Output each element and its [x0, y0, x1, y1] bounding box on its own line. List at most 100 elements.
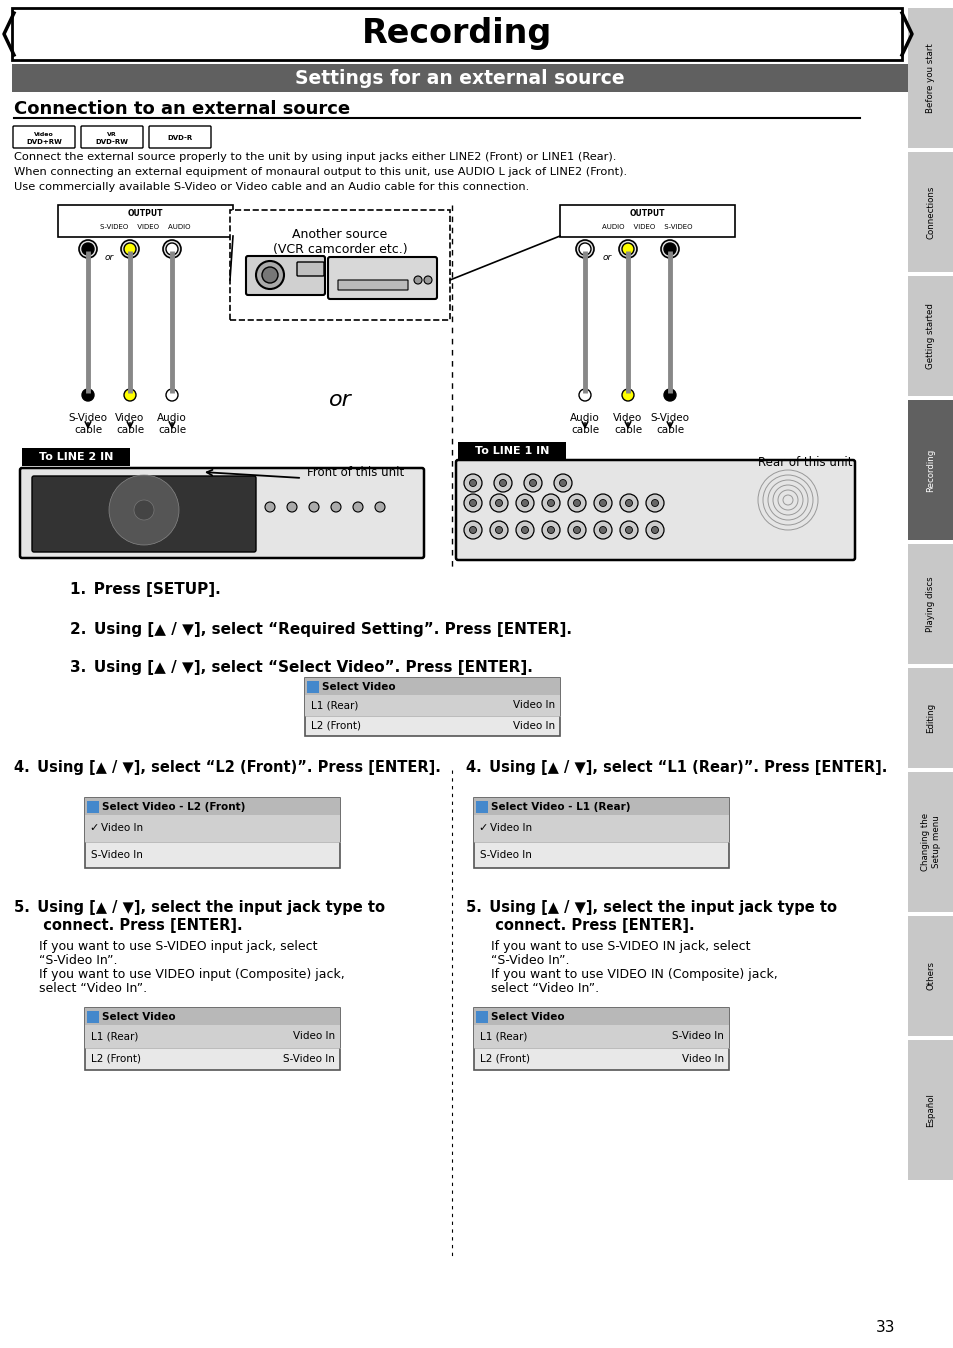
Circle shape	[578, 243, 590, 255]
Circle shape	[353, 501, 363, 512]
Text: Connections: Connections	[925, 185, 935, 239]
Text: 3. Using [▲ / ▼], select “Select Video”. Press [ENTER].: 3. Using [▲ / ▼], select “Select Video”.…	[70, 661, 533, 675]
Text: S-Video In: S-Video In	[672, 1031, 723, 1041]
Circle shape	[621, 243, 634, 255]
Circle shape	[516, 493, 534, 512]
Circle shape	[126, 245, 133, 253]
FancyBboxPatch shape	[81, 125, 143, 148]
Text: Select Video - L2 (Front): Select Video - L2 (Front)	[102, 802, 245, 811]
Circle shape	[663, 243, 676, 255]
Circle shape	[578, 390, 590, 400]
Text: Settings for an external source: Settings for an external source	[294, 69, 624, 88]
FancyBboxPatch shape	[149, 125, 211, 148]
Bar	[476, 1011, 488, 1023]
Circle shape	[463, 520, 481, 539]
Text: L2 (Front): L2 (Front)	[311, 721, 360, 731]
FancyBboxPatch shape	[328, 257, 436, 299]
Text: Video
cable: Video cable	[115, 412, 145, 434]
FancyBboxPatch shape	[32, 476, 255, 551]
Text: Audio
cable: Audio cable	[157, 412, 187, 434]
Circle shape	[619, 493, 638, 512]
Text: 33: 33	[875, 1320, 894, 1335]
Text: S-Video In: S-Video In	[283, 1054, 335, 1064]
FancyBboxPatch shape	[246, 256, 325, 295]
Text: 2. Using [▲ / ▼], select “Required Setting”. Press [ENTER].: 2. Using [▲ / ▼], select “Required Setti…	[70, 621, 572, 638]
Text: “S-Video In”.: “S-Video In”.	[14, 954, 117, 967]
Bar	[85, 798, 339, 868]
Circle shape	[516, 520, 534, 539]
Text: Before you start: Before you start	[925, 43, 935, 113]
Bar	[87, 1011, 99, 1023]
Text: Another source
(VCR camcorder etc.): Another source (VCR camcorder etc.)	[273, 228, 407, 256]
Bar	[457, 442, 565, 460]
Circle shape	[121, 240, 139, 257]
Text: Connect the external source properly to the unit by using input jacks either LIN: Connect the external source properly to …	[14, 152, 616, 162]
Text: VR: VR	[107, 132, 117, 136]
Circle shape	[331, 501, 340, 512]
Circle shape	[82, 390, 94, 400]
Circle shape	[619, 520, 638, 539]
Circle shape	[625, 527, 632, 534]
Circle shape	[463, 474, 481, 492]
Circle shape	[567, 493, 585, 512]
Circle shape	[490, 493, 507, 512]
Circle shape	[494, 474, 512, 492]
Circle shape	[166, 390, 178, 400]
FancyBboxPatch shape	[907, 917, 953, 1037]
Text: If you want to use S-VIDEO IN jack, select: If you want to use S-VIDEO IN jack, sele…	[465, 940, 750, 953]
Bar	[305, 678, 559, 736]
Bar	[474, 816, 728, 841]
Circle shape	[541, 520, 559, 539]
Circle shape	[523, 474, 541, 492]
FancyBboxPatch shape	[907, 772, 953, 913]
Circle shape	[665, 245, 673, 253]
Circle shape	[82, 243, 94, 255]
FancyBboxPatch shape	[907, 152, 953, 272]
Text: Video In: Video In	[513, 700, 555, 710]
Circle shape	[594, 493, 612, 512]
Bar	[474, 1008, 728, 1070]
Circle shape	[663, 390, 676, 400]
Circle shape	[423, 276, 432, 284]
FancyBboxPatch shape	[907, 669, 953, 768]
FancyBboxPatch shape	[58, 205, 233, 237]
Circle shape	[651, 527, 658, 534]
Bar	[474, 1008, 728, 1024]
Circle shape	[309, 501, 318, 512]
Bar	[307, 681, 318, 693]
Text: If you want to use VIDEO input (Composite) jack,: If you want to use VIDEO input (Composit…	[14, 968, 344, 981]
Text: Editing: Editing	[925, 702, 935, 733]
Text: When connecting an external equipment of monaural output to this unit, use AUDIO: When connecting an external equipment of…	[14, 167, 626, 177]
FancyBboxPatch shape	[907, 8, 953, 148]
Circle shape	[124, 243, 136, 255]
Text: select “Video In”.: select “Video In”.	[14, 981, 147, 995]
Text: Video In: Video In	[490, 824, 532, 833]
Circle shape	[469, 527, 476, 534]
Circle shape	[576, 240, 594, 257]
Circle shape	[547, 527, 554, 534]
Text: 4. Using [▲ / ▼], select “L2 (Front)”. Press [ENTER].: 4. Using [▲ / ▼], select “L2 (Front)”. P…	[14, 760, 440, 775]
Circle shape	[573, 500, 579, 507]
Circle shape	[645, 520, 663, 539]
Bar	[87, 801, 99, 813]
Circle shape	[495, 500, 502, 507]
Text: Others: Others	[925, 961, 935, 991]
Text: Changing the
Setup menu: Changing the Setup menu	[921, 813, 940, 871]
Text: ✓: ✓	[89, 824, 98, 833]
Text: or: or	[328, 390, 351, 410]
Circle shape	[124, 390, 136, 400]
Text: Audio
cable: Audio cable	[570, 412, 599, 434]
Bar	[85, 1008, 339, 1024]
Text: Recording: Recording	[361, 18, 552, 50]
Text: 5. Using [▲ / ▼], select the input jack type to: 5. Using [▲ / ▼], select the input jack …	[465, 900, 836, 915]
FancyBboxPatch shape	[907, 1041, 953, 1180]
Circle shape	[541, 493, 559, 512]
Text: connect. Press [ENTER].: connect. Press [ENTER].	[465, 918, 694, 933]
Text: or: or	[601, 252, 611, 262]
Text: AUDIO    VIDEO    S-VIDEO: AUDIO VIDEO S-VIDEO	[601, 224, 692, 231]
Circle shape	[547, 500, 554, 507]
Text: Rear of this unit: Rear of this unit	[758, 456, 852, 469]
Bar	[12, 8, 901, 61]
FancyBboxPatch shape	[907, 400, 953, 541]
Text: 5. Using [▲ / ▼], select the input jack type to: 5. Using [▲ / ▼], select the input jack …	[14, 900, 385, 915]
